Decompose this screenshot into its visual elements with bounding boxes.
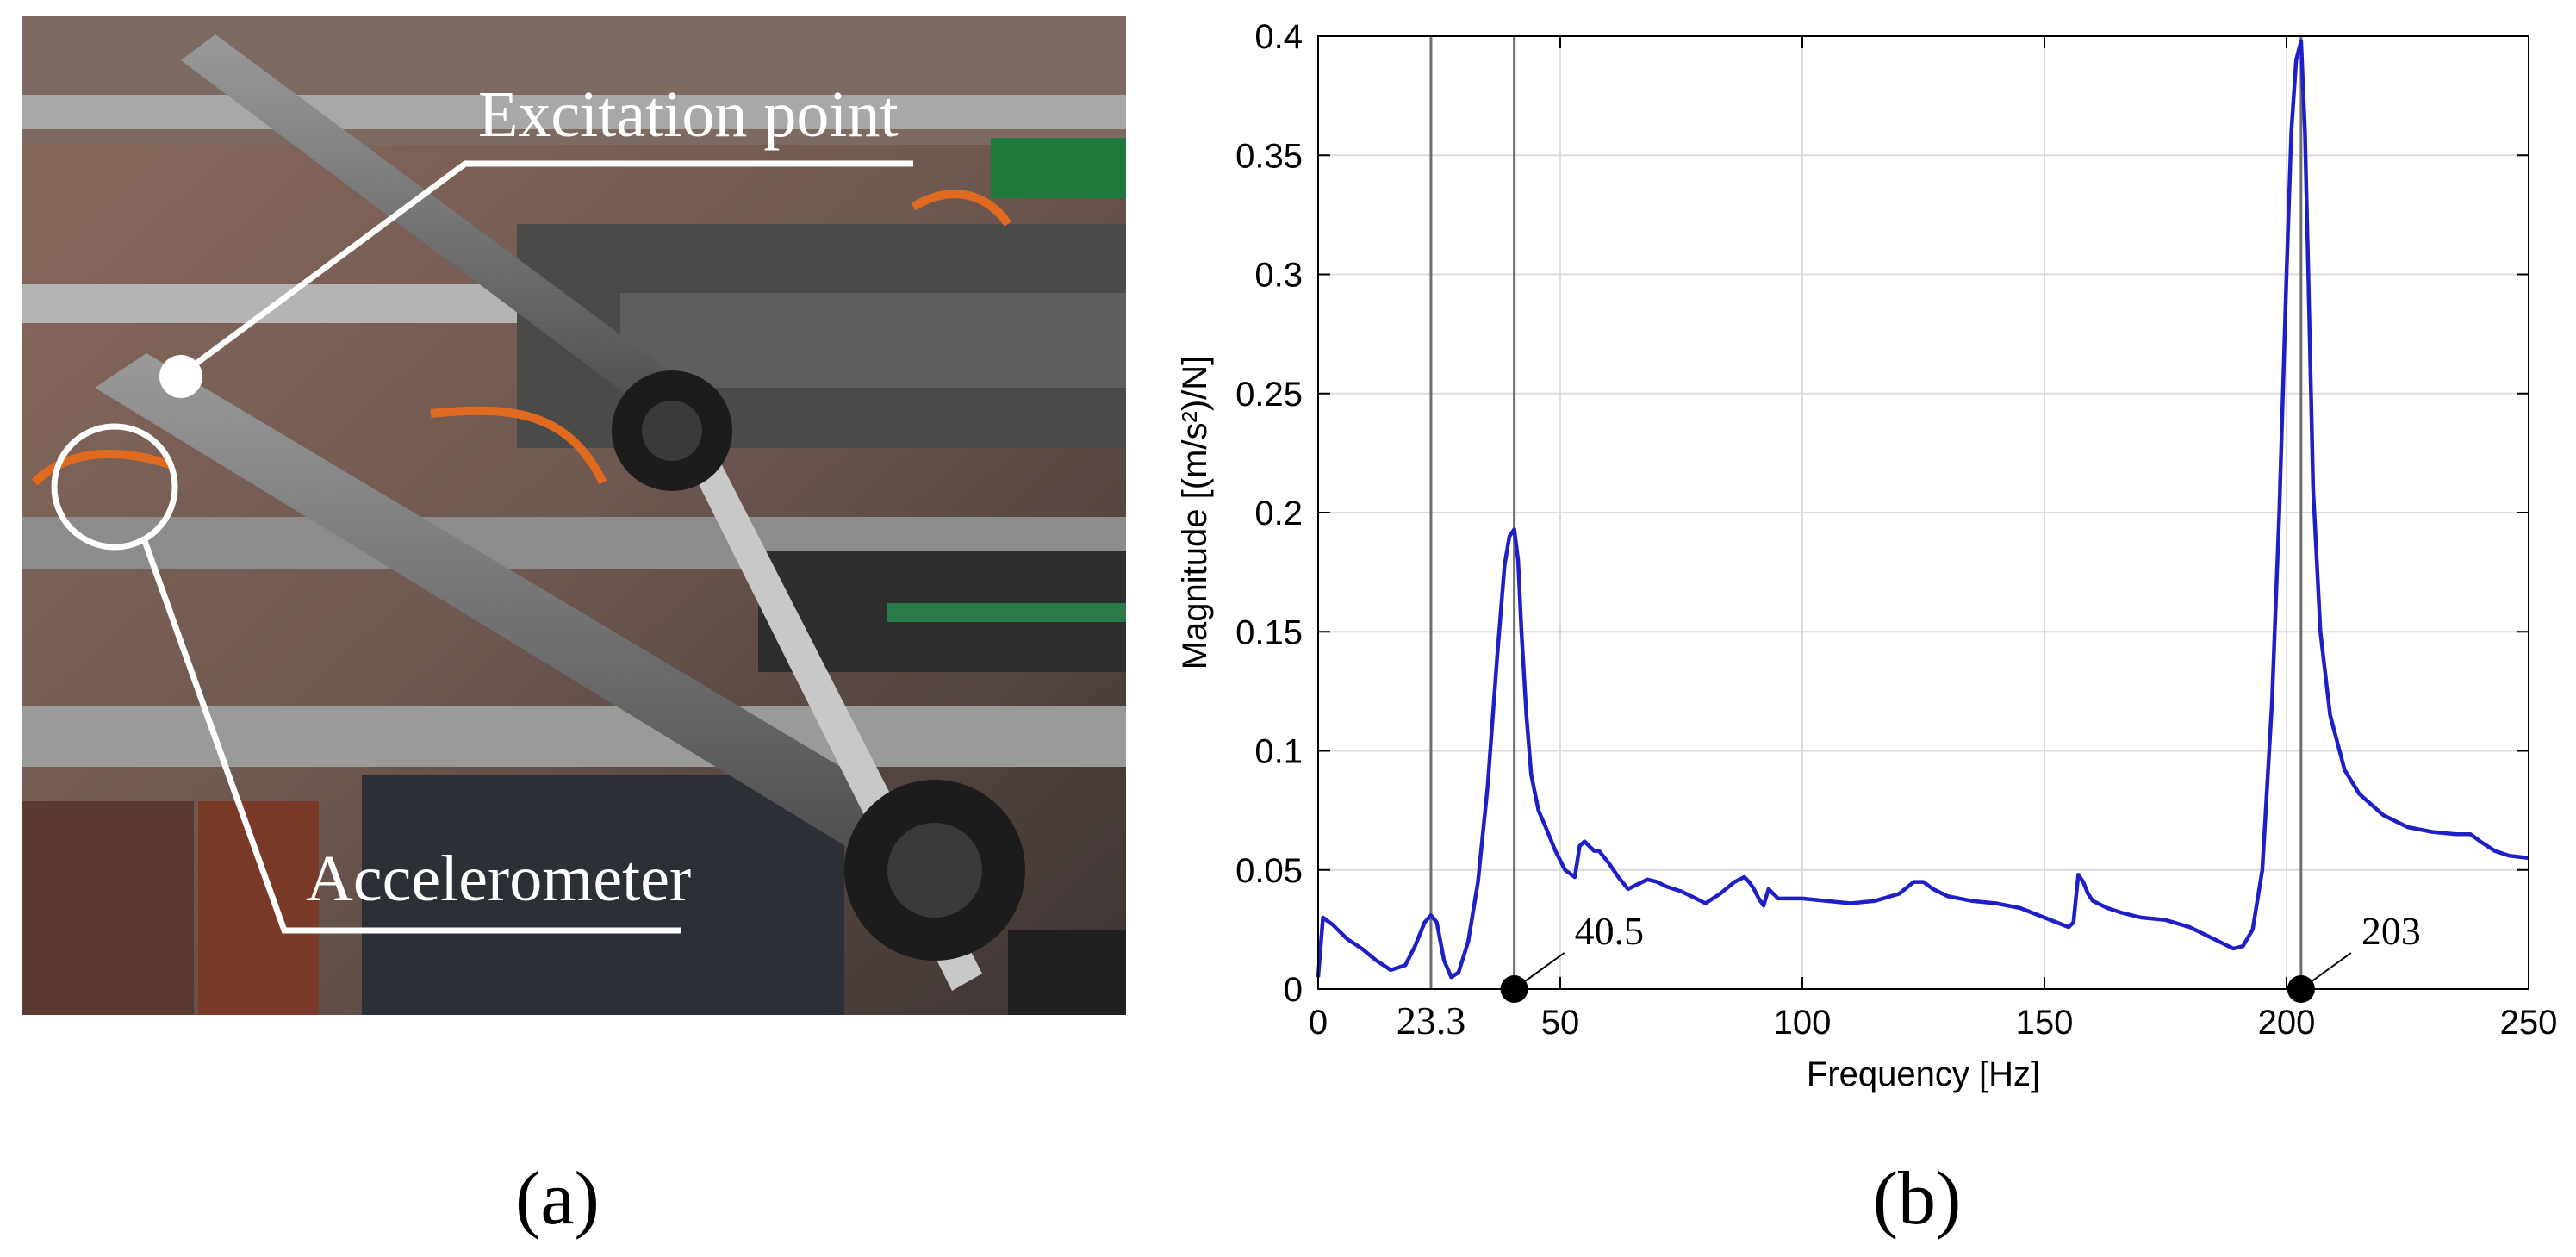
x-tick-label: 50	[1541, 1004, 1580, 1042]
peak-annotations: 40.5 203	[1500, 909, 2421, 1003]
accelerometer-label: Accelerometer	[306, 843, 691, 915]
y-tick-label: 0.1	[1254, 733, 1303, 771]
annotation-dot	[2287, 975, 2315, 1003]
annotation-label: 40.5	[1575, 909, 1645, 953]
excitation-point-label: Excitation point	[478, 78, 899, 151]
annotation-label: 203	[2361, 909, 2421, 953]
chart-grid	[1317, 35, 2529, 990]
x-tick-label: 150	[2016, 1004, 2074, 1042]
y-tick-label: 0.15	[1235, 613, 1303, 651]
caption-b: (b)	[1873, 1157, 1962, 1241]
y-tick-label: 0.05	[1235, 852, 1303, 890]
y-tick-label: 0.4	[1254, 18, 1303, 56]
photo-panel: Excitation point Accelerometer	[22, 16, 1126, 1015]
y-tick-label: 0.25	[1235, 376, 1303, 414]
y-axis-ticks: 0 0.05 0.1 0.15 0.2 0.25 0.3 0.35 0.4	[1235, 18, 2529, 1009]
y-tick-label: 0.2	[1254, 495, 1303, 532]
y-axis-title: Magnitude [(m/s²)/N]	[1176, 356, 1214, 670]
y-tick-label: 0	[1284, 971, 1303, 1009]
marker-lines	[1429, 36, 2303, 989]
x-tick-label: 250	[2500, 1004, 2558, 1042]
x-tick-label: 100	[1774, 1004, 1832, 1042]
y-tick-label: 0.35	[1235, 137, 1303, 175]
excitation-point-marker	[159, 355, 202, 398]
x-axis-ticks: 0 50 100 150 200 250 23.3	[1309, 36, 2558, 1042]
y-tick-label: 0.3	[1254, 257, 1303, 295]
x-axis-title: Frequency [Hz]	[1807, 1055, 2040, 1093]
series-line	[1316, 39, 2529, 980]
annotation-dot	[1500, 975, 1528, 1003]
caption-a: (a)	[515, 1157, 600, 1241]
x-tick-label: 0	[1309, 1004, 1328, 1042]
x-tick-label: 200	[2258, 1004, 2316, 1042]
accelerometer-circle	[51, 423, 178, 551]
x-tick-label-extra: 23.3	[1397, 999, 1466, 1042]
